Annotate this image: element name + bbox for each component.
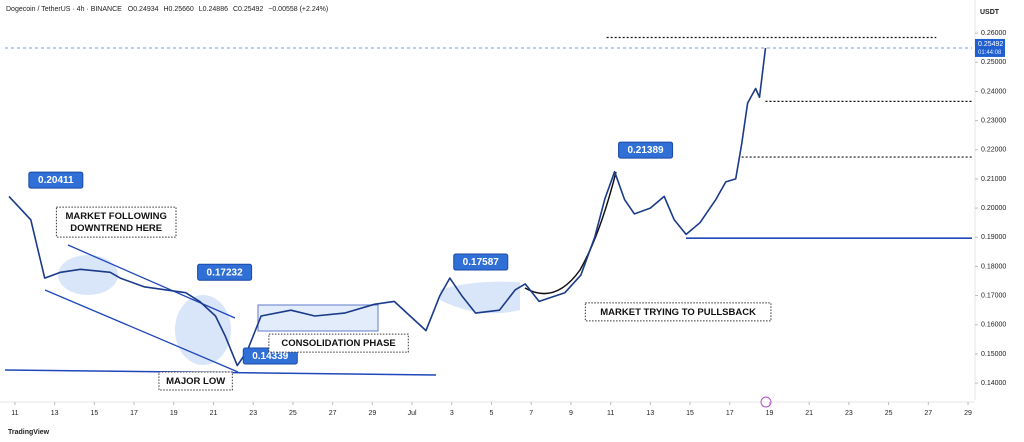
x-tick-label: 23 — [845, 410, 853, 417]
watermark: TradingView — [8, 429, 50, 436]
note-box — [158, 371, 233, 391]
ohlc-open: O0.24934 — [128, 6, 159, 13]
price-tag: 0.20411 — [28, 171, 84, 189]
event-marker — [760, 396, 772, 408]
price-tag-box — [197, 263, 253, 281]
y-tick-label: 0.14000 — [981, 380, 1006, 387]
x-tick-label: 13 — [51, 410, 59, 417]
x-tick-label: 11 — [607, 410, 614, 417]
y-tick-label: 0.24000 — [981, 88, 1006, 95]
channel-line — [44, 289, 239, 373]
y-tick-label: 0.20000 — [981, 205, 1006, 212]
x-tick-label: 13 — [646, 410, 654, 417]
note: CONSOLIDATION PHASE — [268, 333, 409, 353]
x-tick-label: 5 — [490, 410, 494, 417]
note-box — [55, 206, 177, 238]
y-tick-label: 0.21000 — [981, 176, 1006, 183]
note-box — [584, 302, 772, 322]
x-tick-label: 9 — [569, 410, 573, 417]
note: MARKET TRYING TO PULLSBACK — [584, 302, 772, 322]
curve-arrow — [524, 171, 617, 295]
highlight-ellipse — [175, 295, 231, 365]
x-tick-label: 27 — [924, 410, 932, 417]
y-tick-label: 0.19000 — [981, 234, 1006, 241]
x-tick-label: 29 — [368, 410, 376, 417]
note-text: DOWNTREND HERE — [70, 223, 162, 234]
highlight-area — [440, 281, 520, 314]
y-tick-label: 0.22000 — [981, 147, 1006, 154]
countdown: 01:44:08 — [978, 50, 1002, 56]
ohlc-change: −0.00558 (+2.24%) — [268, 6, 328, 13]
price-tag-box — [453, 253, 509, 271]
price-tag-text: 0.14339 — [252, 351, 289, 362]
x-tick-label: 29 — [964, 410, 972, 417]
note-text: CONSOLIDATION PHASE — [281, 338, 395, 349]
note-text: MARKET FOLLOWING — [66, 211, 167, 222]
y-tick-label: 0.17000 — [981, 292, 1006, 299]
x-tick-label: 15 — [686, 410, 694, 417]
y-tick-label: 0.26000 — [981, 30, 1006, 37]
note-box — [268, 333, 409, 353]
ohlc-high: H0.25660 — [163, 6, 193, 13]
x-tick-label: 25 — [885, 410, 893, 417]
symbol: Dogecoin / TetherUS · 4h · BINANCE — [6, 6, 122, 13]
price-tag-text: 0.20411 — [38, 175, 74, 186]
x-tick-label: 27 — [329, 410, 337, 417]
x-tick-label: 17 — [130, 410, 138, 417]
price-tag: 0.17232 — [197, 263, 253, 281]
x-tick-label: 21 — [805, 410, 813, 417]
price-tag-box — [618, 141, 674, 159]
y-tick-label: 0.25000 — [981, 59, 1006, 66]
x-tick-label: 25 — [289, 410, 297, 417]
x-tick-label: 7 — [529, 410, 533, 417]
note-text: MARKET TRYING TO PULLSBACK — [600, 307, 756, 318]
last-price-label: 0.25492 — [978, 41, 1003, 48]
currency: USDT — [980, 9, 1000, 16]
note-text: MAJOR LOW — [166, 376, 225, 387]
price-tag: 0.17587 — [453, 253, 509, 271]
y-tick-label: 0.18000 — [981, 263, 1006, 270]
price-tag: 0.21389 — [618, 141, 674, 159]
ohlc-low: L0.24886 — [199, 6, 228, 13]
price-tag-text: 0.17232 — [207, 267, 244, 278]
y-tick-label: 0.23000 — [981, 117, 1006, 124]
price-tag-text: 0.21389 — [627, 145, 664, 156]
x-tick-label: 3 — [450, 410, 454, 417]
price-line — [8, 47, 767, 367]
y-tick-label: 0.15000 — [981, 351, 1006, 358]
drawings — [4, 171, 617, 376]
last-price-tag — [975, 38, 1005, 57]
x-tick-label: 17 — [726, 410, 734, 417]
x-tick-label: 21 — [210, 410, 218, 417]
x-tick-label: 11 — [11, 410, 18, 417]
y-tick-label: 0.16000 — [981, 322, 1006, 329]
x-tick-label: 19 — [170, 410, 178, 417]
ohlc-close: C0.25492 — [233, 6, 263, 13]
x-tick-label: 15 — [90, 410, 98, 417]
channel-line — [67, 244, 236, 319]
header: Dogecoin / TetherUS · 4h · BINANCE O0.24… — [6, 6, 328, 13]
price-tag-box — [28, 171, 84, 189]
x-tick-label: 19 — [766, 410, 774, 417]
price-tag-text: 0.17587 — [463, 257, 500, 268]
note: MAJOR LOW — [158, 371, 233, 391]
highlight-ellipse — [58, 255, 118, 295]
x-tick-label: 23 — [249, 410, 257, 417]
x-tick-label: Jul — [408, 410, 417, 417]
